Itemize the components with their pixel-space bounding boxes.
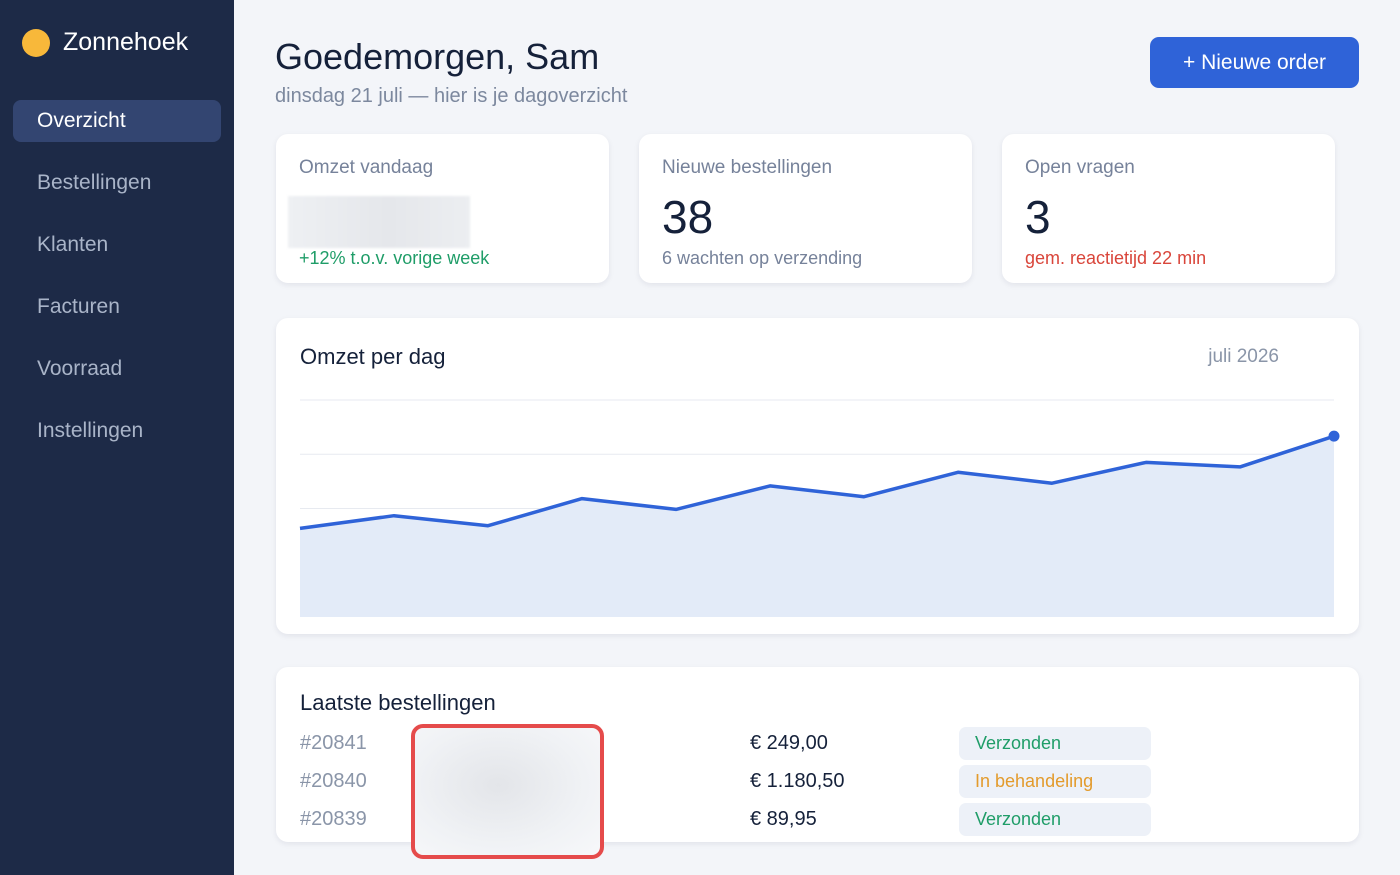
revenue-chart [299, 399, 1340, 617]
sidebar-item-klanten[interactable]: Klanten [37, 233, 109, 256]
sidebar-item-instellingen[interactable]: Instellingen [37, 419, 144, 442]
chart-line [299, 434, 1335, 531]
brand[interactable]: Zonnehoek [22, 28, 188, 57]
brand-name: Zonnehoek [63, 28, 189, 56]
customer-names-redacted [411, 724, 604, 859]
order-amount: € 1.180,50 [750, 770, 845, 792]
chart-area [300, 436, 1334, 617]
stat-label: Omzet vandaag [299, 157, 434, 178]
stat-card-revenue: Omzet vandaag +12% t.o.v. vorige week [276, 134, 609, 283]
orders-title: Laatste bestellingen [300, 690, 496, 715]
page-title: Goedemorgen, Sam [275, 36, 600, 77]
table-row[interactable]: #20841 € 249,00 Verzonden [276, 727, 1360, 761]
order-amount: € 89,95 [750, 808, 817, 830]
stat-label: Open vragen [1025, 157, 1135, 178]
stat-card-new-orders: Nieuwe bestellingen 38 6 wachten op verz… [639, 134, 972, 283]
sidebar-item-facturen[interactable]: Facturen [37, 295, 120, 318]
stat-value: 38 [662, 191, 714, 243]
sidebar-item-voorraad[interactable]: Voorraad [37, 357, 123, 380]
stat-card-open-questions: Open vragen 3 gem. reactietijd 22 min [1002, 134, 1335, 283]
stat-label: Nieuwe bestellingen [662, 157, 833, 178]
stat-value: 3 [1025, 191, 1051, 243]
stat-sub: 6 wachten op verzending [662, 248, 863, 268]
revenue-value-redacted [288, 196, 470, 248]
table-row[interactable]: #20840 € 1.180,50 In behandeling [276, 765, 1360, 799]
chart-title: Omzet per dag [300, 344, 446, 369]
order-id[interactable]: #20839 [300, 808, 367, 830]
status-badge: Verzonden [959, 803, 1151, 836]
new-order-button[interactable]: + Nieuwe order [1150, 37, 1359, 88]
table-row[interactable]: #20839 € 89,95 Verzonden [276, 803, 1360, 837]
sidebar-item-overzicht[interactable]: Overzicht [13, 100, 221, 142]
chart-point [1328, 430, 1340, 442]
sidebar-item-bestellingen[interactable]: Bestellingen [37, 171, 152, 194]
order-amount: € 249,00 [750, 732, 828, 754]
order-id[interactable]: #20840 [300, 770, 367, 792]
stat-sub: gem. reactietijd 22 min [1025, 248, 1207, 268]
page-subtitle: dinsdag 21 juli — hier is je dagoverzich… [275, 85, 628, 107]
revenue-chart-card: Omzet per dag juli 2026 [276, 318, 1359, 634]
chart-period[interactable]: juli 2026 [1208, 346, 1279, 367]
sun-logo-icon [22, 28, 50, 57]
order-id[interactable]: #20841 [300, 732, 367, 754]
status-badge: In behandeling [959, 765, 1151, 798]
status-badge: Verzonden [959, 727, 1151, 760]
sidebar: Zonnehoek Overzicht Bestellingen Klanten… [0, 0, 234, 875]
stat-trend: +12% t.o.v. vorige week [299, 248, 490, 268]
